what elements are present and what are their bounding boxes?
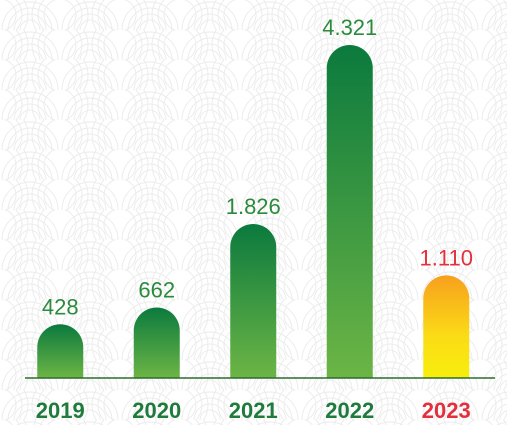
value-label: 1.110 <box>420 245 473 270</box>
bar <box>37 324 84 378</box>
x-tick-label: 2020 <box>132 398 181 423</box>
x-tick-label: 2022 <box>325 398 374 423</box>
bar <box>230 223 277 378</box>
value-label: 1.826 <box>226 194 281 219</box>
value-label: 662 <box>138 278 175 303</box>
bar <box>423 275 470 378</box>
x-tick-label: 2023 <box>422 398 471 423</box>
x-tick-label: 2019 <box>36 398 85 423</box>
bar <box>133 307 180 378</box>
value-label: 428 <box>42 294 79 319</box>
value-label: 4.321 <box>322 15 377 40</box>
bar <box>326 45 373 378</box>
x-tick-label: 2021 <box>229 398 278 423</box>
